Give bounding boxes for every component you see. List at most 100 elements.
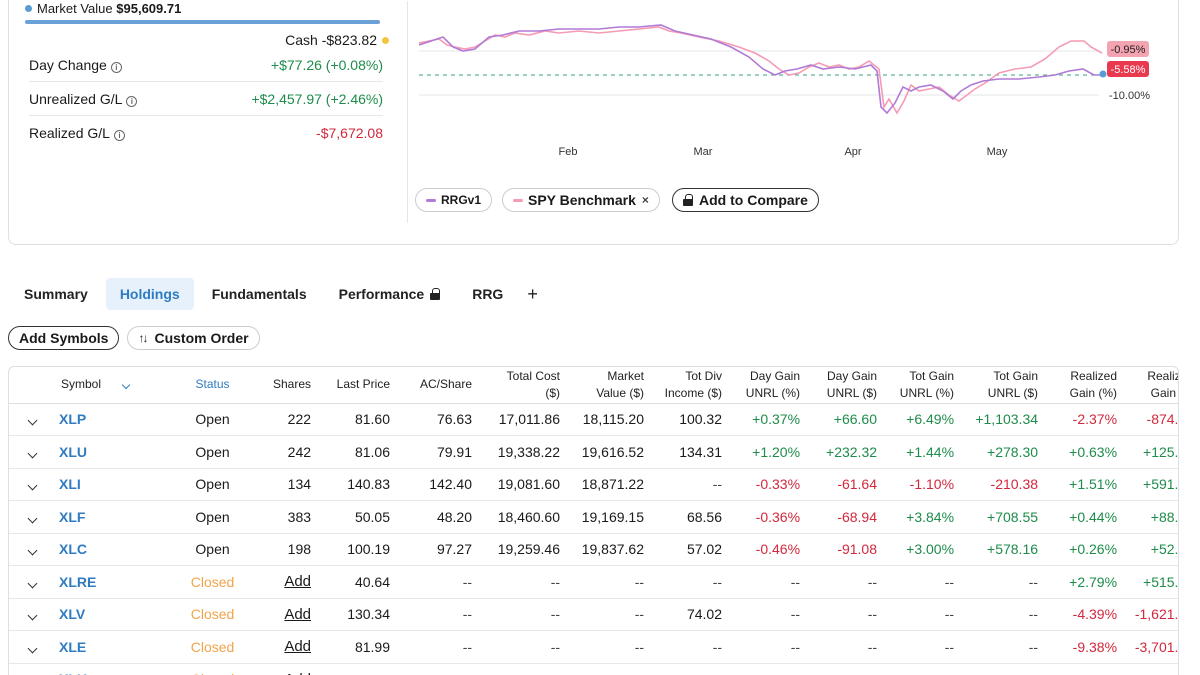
add-shares-link[interactable]: Add [284,605,312,623]
shares-cell: 242 [250,435,318,469]
tab-rrg[interactable]: RRG [458,278,517,310]
shares-cell: Add [250,565,318,599]
symbol-link[interactable]: XLI [55,468,176,501]
col-market-value[interactable]: Market Value ($) [566,367,651,404]
tab-holdings[interactable]: Holdings [105,278,194,310]
symbol-link[interactable]: XLF [55,500,176,534]
chevron-down-icon[interactable] [27,578,37,589]
cell-ru: +591.28 [1123,468,1178,501]
cell-cost: -- [478,565,567,599]
col-ac-share[interactable]: AC/Share [396,367,479,404]
rrg-swatch [426,198,436,202]
tab-bar: Summary Holdings Fundamentals Performanc… [10,278,548,310]
cell-ac: -- [396,565,479,599]
chevron-down-icon[interactable] [27,610,37,621]
row-expand[interactable] [9,403,55,436]
row-expand[interactable] [9,598,55,631]
cell-ru: -1,621.21 [1123,598,1178,631]
col-day-gain-pct[interactable]: Day Gain UNRL (%) [728,367,807,404]
chevron-down-icon[interactable] [121,381,131,390]
chevron-down-icon[interactable] [27,415,37,426]
row-expand[interactable] [9,533,55,566]
col-tot-gain-pct[interactable]: Tot Gain UNRL (%) [883,367,961,404]
realized-gl-value: -$7,672.08 [316,125,383,141]
table-row[interactable]: XLRE Closed Add 40.64 -- -- -- -- -- -- -- -- +2.79%… [9,565,1178,599]
unrealized-gl-value: +$2,457.97 (+2.46%) [251,90,383,107]
symbol-link[interactable]: XLP [55,403,176,436]
symbol-link[interactable]: XLRE [55,565,176,599]
chevron-down-icon[interactable] [27,448,37,459]
market-value-label: Market Value [37,1,113,16]
symbol-link[interactable]: XLK [55,663,176,675]
table-row[interactable]: XLF Open 383 50.05 48.20 18,460.60 19,169.15 68… [9,500,1178,534]
cell-dgp: +0.37% [728,403,807,436]
add-shares-link[interactable]: Add [284,671,311,675]
col-tot-gain-pct-l2: UNRL (%) [899,385,955,400]
panel-divider [407,1,408,223]
add-symbols-button[interactable]: Add Symbols [8,326,120,350]
legend-spy-label: SPY Benchmark [528,192,636,208]
cell-last: 81.99 [317,630,397,664]
cell-ru: +515.28 [1123,565,1178,599]
tab-performance[interactable]: Performance [325,278,455,310]
tab-summary[interactable]: Summary [10,278,102,310]
table-row[interactable]: XLV Closed Add 130.34 -- -- -- 74.02 -- -- -- -- -4.… [9,598,1178,631]
shares-cell: Add [250,630,318,664]
chevron-down-icon[interactable] [27,480,37,491]
cell-dgu: -- [806,598,884,631]
table-row[interactable]: XLI Open 134 140.83 142.40 19,081.60 18,871.22… [9,468,1178,501]
col-symbol[interactable]: Symbol [9,367,176,404]
add-shares-link[interactable]: Add [284,638,312,656]
col-symbol-label: Symbol [61,377,102,392]
symbol-link[interactable]: XLV [55,598,176,631]
row-expand[interactable] [9,435,55,469]
add-shares-link[interactable]: Add [284,573,312,591]
col-total-cost[interactable]: Total Cost ($) [478,367,567,404]
col-realized-pct[interactable]: Realized Gain (%) [1044,367,1124,404]
legend-spy[interactable]: SPY Benchmark × [502,188,660,212]
add-to-compare-label: Add to Compare [699,192,808,208]
col-realized-usd[interactable]: Realized Gain ($) [1123,367,1178,404]
cell-tgu [960,663,1045,675]
col-tot-div[interactable]: Tot Div Income ($) [650,367,729,404]
market-value-amount: $95,609.71 [116,1,182,16]
cell-ru [1123,663,1178,675]
cell-dgp [728,663,807,675]
remove-benchmark-icon[interactable]: × [641,193,649,207]
col-last-price[interactable]: Last Price [317,367,397,404]
info-icon[interactable]: i [110,61,122,73]
tab-fundamentals[interactable]: Fundamentals [198,278,321,310]
legend-rrg[interactable]: RRGv1 [415,188,493,212]
col-day-gain-usd[interactable]: Day Gain UNRL ($) [806,367,884,404]
col-tot-gain-usd[interactable]: Tot Gain UNRL ($) [960,367,1045,404]
table-row[interactable]: XLP Open 222 81.60 76.63 17,011.86 18,115.20 10… [9,403,1178,436]
day-change-label: Day Change [29,56,107,73]
cell-mv: 19,169.15 [566,500,651,534]
symbol-link[interactable]: XLU [55,435,176,469]
chevron-down-icon[interactable] [27,643,37,654]
chevron-down-icon[interactable] [27,545,37,556]
add-tab-button[interactable]: + [527,283,538,304]
table-row[interactable]: XLKClosed Add [9,663,1178,675]
info-icon[interactable]: i [113,130,125,141]
row-expand[interactable] [9,500,55,534]
symbol-link[interactable]: XLC [55,533,176,566]
custom-order-button[interactable]: ↑↓ Custom Order [127,326,260,350]
info-icon[interactable]: i [126,95,138,107]
col-status[interactable]: Status [175,367,251,404]
row-expand[interactable] [9,630,55,664]
add-to-compare-button[interactable]: Add to Compare [672,188,819,212]
row-expand[interactable] [9,565,55,599]
symbol-link[interactable]: XLE [55,630,176,664]
cell-div: 68.56 [650,500,729,534]
cell-dgu: +232.32 [806,435,884,469]
chevron-down-icon[interactable] [27,513,37,524]
table-row[interactable]: XLC Open 198 100.19 97.27 19,259.46 19,837.62 5… [9,533,1178,566]
col-shares[interactable]: Shares [250,367,318,404]
spy-end-badge [1107,41,1149,57]
table-row[interactable]: XLE Closed Add 81.99 -- -- -- -- -- -- -- -- -9.38% -… [9,630,1178,664]
row-expand[interactable] [9,663,55,675]
row-expand[interactable] [9,468,55,501]
day-change-value: +$77.26 (+0.08%) [270,56,383,73]
table-row[interactable]: XLU Open 242 81.06 79.91 19,338.22 19,616.52 13… [9,435,1178,469]
